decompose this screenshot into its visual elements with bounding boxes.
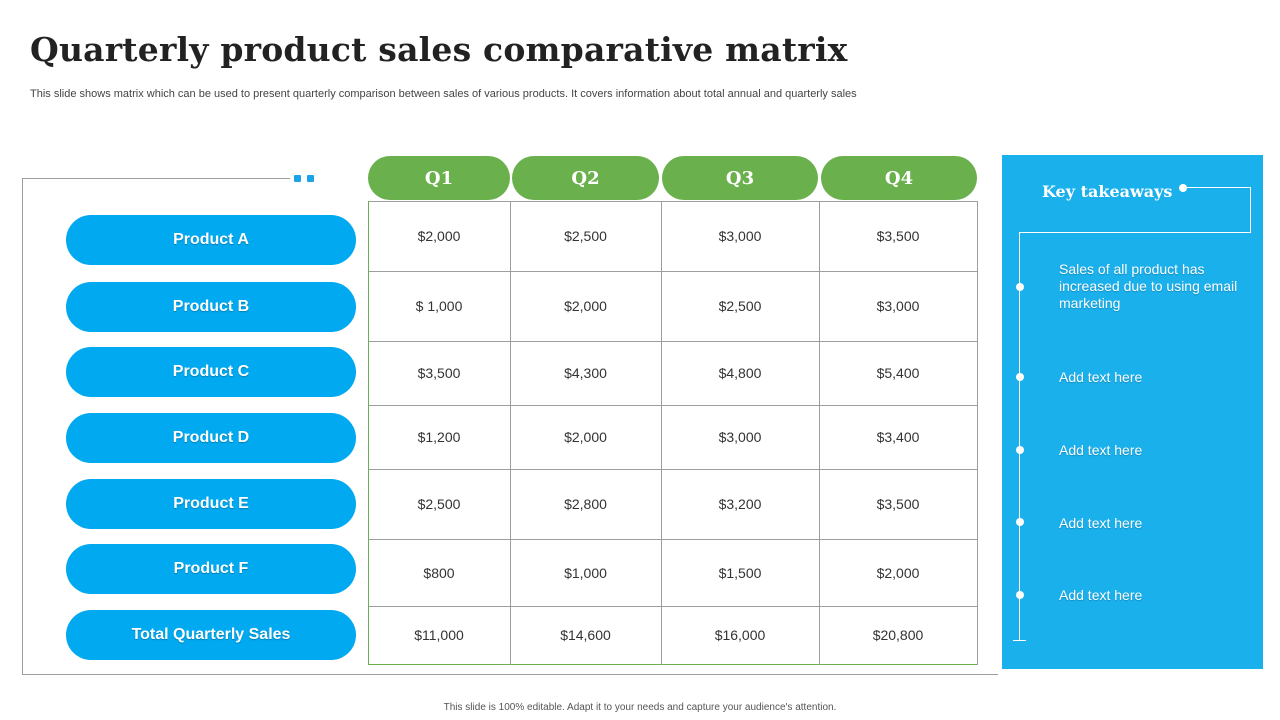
row-label-product-b: Product B <box>66 282 356 332</box>
matrix-cell: $1,200 <box>417 429 461 445</box>
slide-subtitle: This slide shows matrix which can be use… <box>30 88 857 100</box>
matrix-cell: $3,400 <box>876 429 920 445</box>
takeaways-title: Key takeaways <box>1042 182 1173 201</box>
matrix-cell: $3,000 <box>718 228 762 244</box>
matrix-cell: $4,300 <box>564 365 607 381</box>
takeaway-item: Add text here <box>1059 515 1143 531</box>
frame-left-line <box>22 178 23 675</box>
matrix-cell: $2,800 <box>564 496 607 512</box>
matrix-cell: $14,600 <box>560 627 611 643</box>
row-label-product-c: Product C <box>66 347 356 397</box>
matrix-cell: $2,000 <box>417 228 461 244</box>
matrix-cell: $3,000 <box>718 429 762 445</box>
decorative-dots <box>294 175 314 182</box>
bullet-dot <box>1016 591 1024 599</box>
matrix-cell: $3,500 <box>876 496 920 512</box>
grid-line <box>819 201 820 665</box>
takeaway-item: Add text here <box>1059 369 1143 385</box>
matrix-cell: $2,500 <box>718 298 762 314</box>
row-label-product-f: Product F <box>66 544 356 594</box>
row-label-product-a: Product A <box>66 215 356 265</box>
matrix-cell: $3,500 <box>417 365 461 381</box>
row-label-product-e: Product E <box>66 479 356 529</box>
takeaway-item: Sales of all product has increased due t… <box>1059 261 1238 311</box>
row-label-product-d: Product D <box>66 413 356 463</box>
grid-line <box>368 606 978 607</box>
grid-line <box>368 405 978 406</box>
grid-line <box>368 539 978 540</box>
quarter-header-q4: Q4 <box>821 156 977 200</box>
grid-left-line <box>368 201 369 665</box>
matrix-cell: $3,200 <box>718 496 762 512</box>
takeaways-panel <box>1002 155 1263 669</box>
matrix-cell: $2,000 <box>876 564 920 581</box>
grid-line <box>368 469 978 470</box>
matrix-cell: $4,800 <box>718 365 762 381</box>
grid-line <box>977 201 978 665</box>
timeline-line <box>1019 232 1020 640</box>
grid-line <box>368 271 978 272</box>
matrix-cell: $800 <box>423 564 455 581</box>
bullet-dot <box>1016 518 1024 526</box>
matrix-cell: $16,000 <box>714 627 766 643</box>
row-label-total: Total Quarterly Sales <box>66 610 356 660</box>
matrix-cell: $2,500 <box>564 228 607 244</box>
matrix-cell: $1,000 <box>564 564 607 581</box>
matrix-cell: $3,000 <box>876 298 920 314</box>
timeline-end-cap <box>1013 640 1026 641</box>
matrix-cell: $2,000 <box>564 298 607 314</box>
matrix-cell: $3,500 <box>876 228 920 244</box>
connector-line <box>1183 187 1251 188</box>
matrix-cell: $2,000 <box>564 429 607 445</box>
quarter-header-q1: Q1 <box>368 156 510 200</box>
takeaway-item: Add text here <box>1059 442 1143 458</box>
takeaway-item: Add text here <box>1059 587 1143 603</box>
frame-bottom-line <box>22 674 998 675</box>
matrix-cell: $ 1,000 <box>415 298 463 314</box>
grid-bottom-line <box>368 664 978 665</box>
connector-line <box>1019 232 1251 233</box>
slide-footer: This slide is 100% editable. Adapt it to… <box>443 702 837 713</box>
connector-line <box>1250 187 1251 233</box>
frame-top-line <box>22 178 290 179</box>
matrix-cell: $1,500 <box>718 564 762 581</box>
grid-line <box>661 201 662 665</box>
grid-line <box>368 201 978 202</box>
bullet-dot <box>1016 373 1024 381</box>
bullet-dot <box>1016 283 1024 291</box>
grid-line <box>368 341 978 342</box>
matrix-cell: $11,000 <box>414 627 464 643</box>
matrix-cell: $2,500 <box>417 496 461 512</box>
quarter-header-q2: Q2 <box>512 156 659 200</box>
matrix-cell: $20,800 <box>872 627 924 643</box>
bullet-dot <box>1016 446 1024 454</box>
matrix-cell: $5,400 <box>876 365 920 381</box>
quarter-header-q3: Q3 <box>662 156 818 200</box>
connector-dot <box>1179 184 1187 192</box>
slide-title: Quarterly product sales comparative matr… <box>30 30 848 69</box>
grid-line <box>510 201 511 665</box>
